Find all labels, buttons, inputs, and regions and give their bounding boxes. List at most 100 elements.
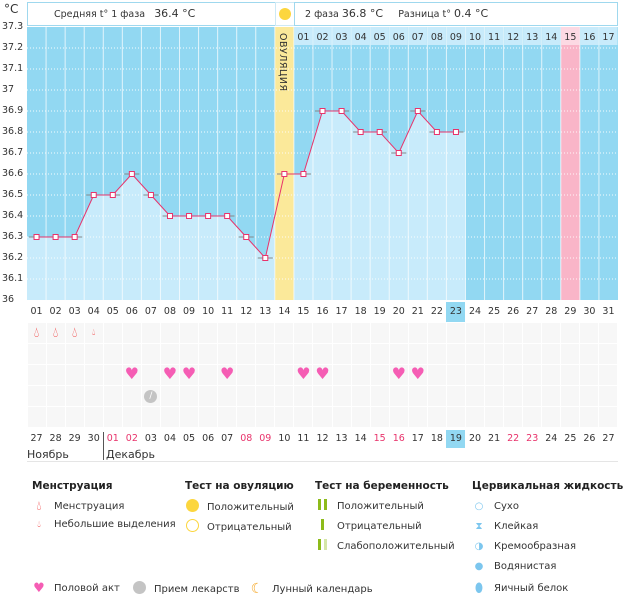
event-cell[interactable] [580, 386, 599, 406]
event-cell[interactable] [160, 407, 179, 427]
heart-icon[interactable]: ♥ [124, 364, 140, 383]
event-cell[interactable] [46, 365, 65, 385]
event-cell[interactable] [275, 323, 294, 343]
cycle-day-label[interactable]: 01 [30, 306, 43, 317]
event-cell[interactable] [65, 365, 84, 385]
event-cell[interactable] [294, 365, 313, 385]
cycle-day-label[interactable]: 28 [545, 306, 558, 317]
event-cell[interactable] [313, 365, 332, 385]
cycle-day-label[interactable]: 09 [183, 306, 196, 317]
event-cell[interactable] [580, 407, 599, 427]
event-cell[interactable] [160, 365, 179, 385]
event-cell[interactable] [465, 407, 485, 427]
event-cell[interactable] [351, 365, 370, 385]
event-cell[interactable] [351, 407, 370, 427]
event-cell[interactable] [370, 386, 389, 406]
heart-icon[interactable]: ♥ [296, 364, 311, 383]
event-cell[interactable] [218, 365, 237, 385]
event-cell[interactable] [160, 323, 179, 343]
event-cell[interactable] [465, 365, 485, 385]
event-cell[interactable] [542, 365, 561, 385]
event-cell[interactable] [103, 344, 122, 364]
event-cell[interactable] [180, 386, 199, 406]
event-cell[interactable] [141, 323, 160, 343]
event-cell[interactable] [523, 344, 542, 364]
cycle-day-label[interactable]: 14 [278, 306, 291, 317]
event-cell[interactable] [256, 323, 275, 343]
event-cell[interactable] [599, 365, 618, 385]
cycle-day-label[interactable]: 15 [297, 306, 310, 317]
event-cell[interactable] [256, 365, 275, 385]
event-cell[interactable] [27, 344, 46, 364]
event-cell[interactable] [237, 323, 256, 343]
event-cell[interactable] [122, 344, 141, 364]
heart-icon[interactable]: ♥ [315, 364, 330, 383]
cycle-day-label[interactable]: 11 [221, 306, 234, 317]
event-cell[interactable] [65, 386, 84, 406]
event-cell[interactable] [523, 365, 542, 385]
event-cell[interactable] [599, 344, 618, 364]
heart-icon[interactable]: ♥ [162, 364, 178, 383]
event-cell[interactable] [199, 323, 218, 343]
event-cell[interactable] [218, 344, 237, 364]
event-cell[interactable] [465, 344, 485, 364]
cycle-day-label[interactable]: 07 [144, 306, 157, 317]
event-cell[interactable] [580, 365, 599, 385]
cycle-day-label[interactable]: 13 [259, 306, 272, 317]
cycle-day-label[interactable]: 10 [202, 306, 215, 317]
event-cell[interactable] [465, 323, 485, 343]
cycle-day-label[interactable]: 19 [373, 306, 386, 317]
event-cell[interactable] [427, 386, 446, 406]
event-cell[interactable] [332, 344, 351, 364]
pill-icon[interactable]: / [141, 390, 160, 403]
menstruation-drop-icon[interactable]: 💧︎ [71, 325, 78, 341]
event-cell[interactable] [370, 365, 389, 385]
event-cell[interactable] [351, 344, 370, 364]
event-cell[interactable] [46, 386, 65, 406]
event-cell[interactable] [218, 323, 237, 343]
event-cell[interactable] [84, 386, 103, 406]
event-cell[interactable] [351, 323, 370, 343]
event-cell[interactable] [122, 323, 141, 343]
cycle-day-label[interactable]: 05 [106, 306, 119, 317]
cycle-day-label[interactable]: 23 [446, 302, 466, 322]
event-cell[interactable] [313, 323, 332, 343]
heart-icon[interactable]: ♥ [410, 364, 425, 383]
event-cell[interactable] [46, 323, 65, 343]
event-cell[interactable] [160, 386, 179, 406]
event-cell[interactable] [504, 323, 523, 343]
cycle-day-label[interactable]: 08 [163, 306, 177, 317]
event-cell[interactable] [65, 344, 84, 364]
cycle-day-label[interactable]: 31 [602, 306, 615, 317]
cycle-day-label[interactable]: 29 [564, 306, 577, 317]
event-cell[interactable] [446, 323, 465, 343]
cycle-day-label[interactable]: 20 [392, 306, 405, 317]
event-cell[interactable] [313, 407, 332, 427]
event-cell[interactable] [370, 323, 389, 343]
event-cell[interactable] [141, 407, 160, 427]
cycle-day-label[interactable]: 30 [583, 306, 596, 317]
event-cell[interactable] [427, 365, 446, 385]
event-cell[interactable] [237, 407, 256, 427]
event-cell[interactable] [294, 344, 313, 364]
event-cell[interactable] [408, 323, 427, 343]
event-cell[interactable] [199, 407, 218, 427]
spotting-drop-icon[interactable]: 💧︎ [91, 328, 96, 338]
event-cell[interactable] [485, 365, 504, 385]
heart-icon[interactable]: ♥ [391, 364, 406, 383]
cycle-day-label[interactable]: 02 [49, 306, 62, 317]
event-cell[interactable] [408, 344, 427, 364]
event-cell[interactable] [504, 386, 523, 406]
event-cell[interactable] [332, 323, 351, 343]
event-cell[interactable] [141, 365, 160, 385]
event-cell[interactable] [46, 407, 65, 427]
event-cell[interactable] [122, 407, 141, 427]
event-cell[interactable] [408, 365, 427, 385]
event-cell[interactable] [84, 323, 103, 343]
event-cell[interactable] [122, 386, 141, 406]
event-cell[interactable] [580, 344, 599, 364]
event-cell[interactable] [256, 407, 275, 427]
event-cell[interactable] [370, 344, 389, 364]
event-cell[interactable] [27, 407, 46, 427]
event-cell[interactable] [294, 323, 313, 343]
